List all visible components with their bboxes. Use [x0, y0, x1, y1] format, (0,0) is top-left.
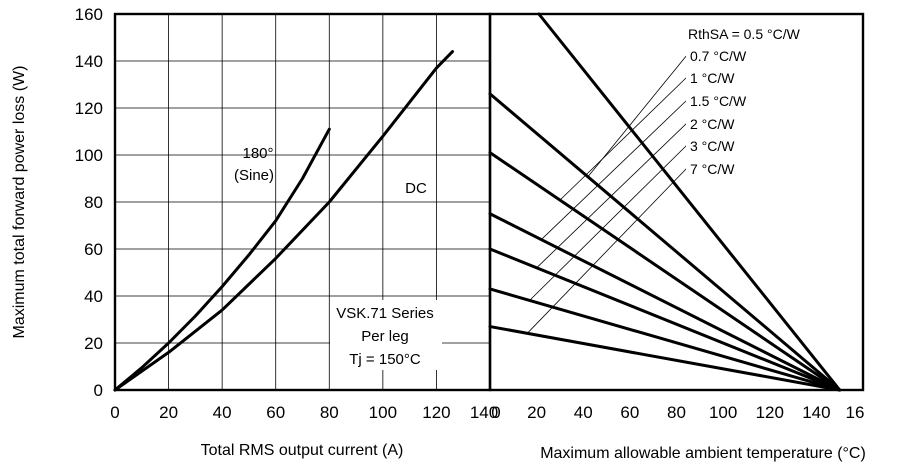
left-tick-labels: 0 20 40 60 80 100 120 140: [110, 403, 498, 422]
rth-0-5-label: RthSA = 0.5 °C/W: [688, 26, 801, 42]
series-note: VSK.71 Series: [336, 305, 434, 322]
y-axis-title: Maximum total forward power loss (W): [11, 66, 28, 339]
rth-1-leader: [559, 76, 688, 201]
note-background: [330, 300, 442, 370]
rth-2-leader: [536, 122, 688, 269]
right-x-axis-title: Maximum allowable ambient temperature (°…: [540, 445, 866, 462]
right-xtick-5: 100: [709, 403, 737, 422]
right-xtick-2: 40: [574, 403, 593, 422]
right-rth-lines: [488, 12, 842, 392]
right-xtick-7: 140: [802, 403, 830, 422]
ytick-20: 20: [84, 334, 103, 353]
ytick-80: 80: [84, 193, 103, 212]
rth-labels: RthSA = 0.5 °C/W 0.7 °C/W 1 °C/W 1.5 °C/W 2 …: [684, 25, 834, 177]
rth-0-7-label: 0.7 °C/W: [690, 48, 747, 64]
ytick-100: 100: [75, 146, 103, 165]
rth-7-label: 7 °C/W: [690, 161, 735, 177]
ytick-160: 160: [75, 5, 103, 24]
dc-curve: [113, 50, 454, 392]
rth-0-5-line: [537, 12, 842, 392]
rth-2-label-bg: [686, 115, 756, 132]
rth-0-7-label-bg: [686, 47, 756, 64]
ytick-120: 120: [75, 99, 103, 118]
sine-label-line1: 180°: [242, 145, 273, 162]
rth-7-leader: [527, 167, 688, 334]
tj-note: Tj = 150°C: [349, 351, 421, 368]
dc-label: DC: [405, 180, 427, 197]
right-xtick-6: 120: [756, 403, 784, 422]
rth-0-5-label-bg: [684, 25, 834, 42]
left-xtick-0: 0: [110, 403, 119, 422]
rth-1-5-label-bg: [686, 92, 756, 109]
right-xtick-8: 16: [846, 403, 865, 422]
ytick-140: 140: [75, 52, 103, 71]
left-curves: [113, 50, 454, 392]
rth-3-leader: [529, 144, 688, 301]
rth-7-label-bg: [686, 160, 756, 177]
rth-3-label-bg: [686, 137, 756, 154]
left-grid: [115, 14, 490, 390]
left-xtick-40: 40: [213, 403, 232, 422]
rth-3-line: [488, 287, 842, 392]
right-xtick-3: 60: [620, 403, 639, 422]
ytick-60: 60: [84, 240, 103, 259]
left-xtick-100: 100: [369, 403, 397, 422]
rth-2-label: 2 °C/W: [690, 116, 735, 132]
rth-leader-lines: [527, 54, 688, 334]
left-xtick-120: 120: [422, 403, 450, 422]
left-xtick-60: 60: [266, 403, 285, 422]
sine-180-curve: [113, 127, 331, 392]
rth-1-5-label: 1.5 °C/W: [690, 93, 747, 109]
right-tick-labels: 0 20 40 60 80 100 120 140 16: [491, 403, 864, 422]
right-xtick-4: 80: [667, 403, 686, 422]
left-x-axis-title: Total RMS output current (A): [201, 442, 404, 459]
rth-3-label: 3 °C/W: [690, 138, 735, 154]
rth-1-5-leader: [541, 99, 688, 240]
right-xtick-0: 0: [491, 403, 500, 422]
left-xtick-80: 80: [320, 403, 339, 422]
rth-0-7-line: [488, 92, 842, 392]
rth-1-5-line: [488, 212, 842, 392]
rth-7-line: [488, 325, 842, 392]
ytick-40: 40: [84, 287, 103, 306]
sine-label-line2: (Sine): [234, 167, 274, 184]
rth-1-label-bg: [686, 69, 756, 86]
right-plot-frame: [488, 12, 865, 392]
right-xtick-1: 20: [527, 403, 546, 422]
y-tick-labels: 0 20 40 60 80 100 120 140 160: [75, 5, 103, 400]
left-xtick-20: 20: [159, 403, 178, 422]
per-leg-note: Per leg: [361, 328, 409, 345]
rth-2-line: [488, 247, 842, 392]
left-xtick-140: 140: [470, 403, 498, 422]
ytick-0: 0: [94, 381, 103, 400]
rth-1-label: 1 °C/W: [690, 70, 735, 86]
rth-1-line: [488, 151, 842, 392]
